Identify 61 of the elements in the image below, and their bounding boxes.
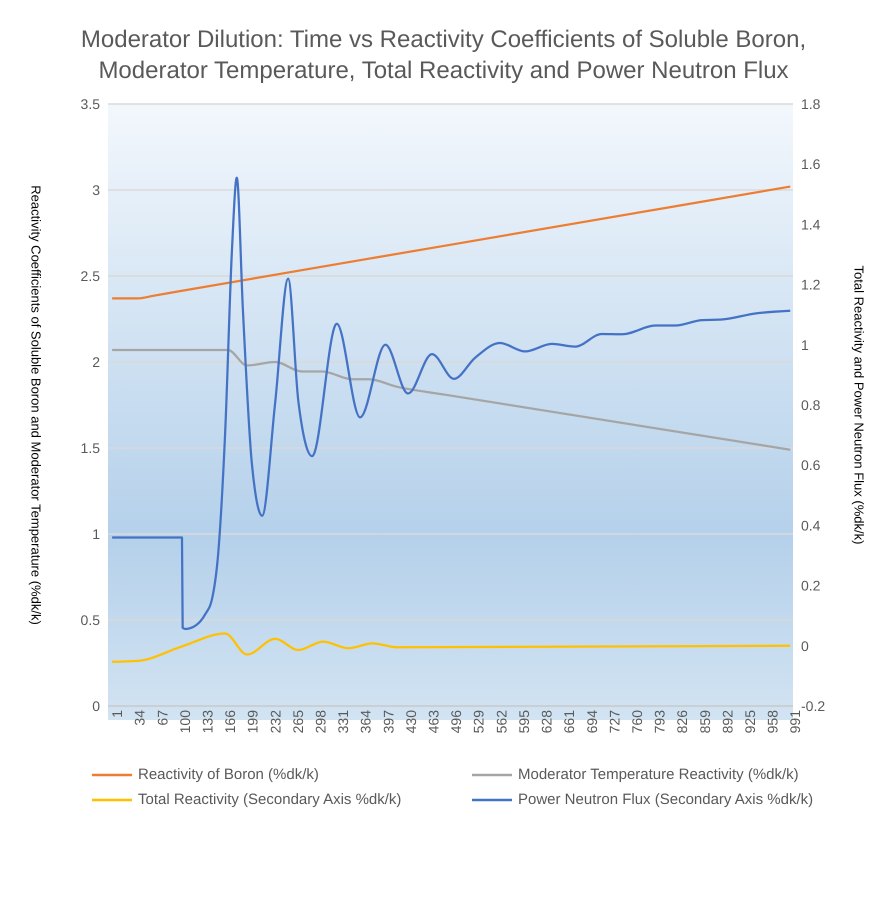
x-tick-label: 463 bbox=[426, 710, 442, 734]
y-tick-label: 0.5 bbox=[80, 612, 100, 628]
x-tick-label: 694 bbox=[584, 710, 600, 734]
x-tick-label: 199 bbox=[244, 710, 261, 734]
x-tick-label: 430 bbox=[402, 710, 419, 734]
y2-tick-label: 1.4 bbox=[801, 216, 821, 232]
y-axis-title: Reactivity Coefficients of Soluble Boron and Moderator Temperature (%dk/k) bbox=[28, 185, 44, 625]
y-tick-label: 2 bbox=[92, 354, 100, 370]
legend-label: Total Reactivity (Secondary Axis %dk/k) bbox=[138, 791, 402, 808]
x-tick-label: 727 bbox=[606, 710, 622, 734]
x-tick-label: 397 bbox=[380, 710, 396, 734]
x-tick-label: 265 bbox=[290, 710, 306, 734]
x-tick-label: 859 bbox=[696, 710, 713, 734]
y-tick-label: 0 bbox=[92, 698, 100, 714]
x-tick-label: 67 bbox=[154, 710, 170, 726]
x-tick-label: 925 bbox=[742, 710, 758, 734]
y2-tick-label: 1.8 bbox=[801, 96, 821, 112]
y2-tick-label: 1.2 bbox=[801, 276, 821, 293]
x-tick-label: 760 bbox=[628, 710, 645, 734]
x-tick-label: 793 bbox=[652, 710, 668, 734]
chart-title: Moderator Dilution: Time vs Reactivity Coefficients of Soluble Boron, Moderator Temperature, Total Reactivity and Power Neutron Flux bbox=[80, 25, 808, 86]
x-tick-label: 166 bbox=[222, 710, 238, 734]
x-tick-label: 133 bbox=[199, 710, 216, 734]
x-tick-label: 298 bbox=[312, 710, 328, 734]
y2-tick-label: -0.2 bbox=[801, 698, 826, 714]
x-tick-label: 826 bbox=[674, 710, 690, 734]
legend-label: Power Neutron Flux (Secondary Axis %dk/k) bbox=[518, 791, 814, 808]
line-series bbox=[110, 185, 792, 300]
y-tick-label: 1.5 bbox=[80, 440, 100, 456]
x-tick-label: 496 bbox=[448, 710, 464, 734]
x-tick-label: 1 bbox=[109, 710, 126, 718]
x-tick-label: 100 bbox=[176, 710, 193, 734]
legend-label: Moderator Temperature Reactivity (%dk/k) bbox=[518, 766, 799, 783]
line-series bbox=[110, 348, 792, 451]
x-tick-label: 661 bbox=[561, 710, 578, 734]
x-tick-label: 34 bbox=[132, 710, 148, 726]
line-series bbox=[110, 632, 792, 663]
y-tick-label: 2.5 bbox=[80, 268, 100, 284]
x-tick-label: 991 bbox=[787, 710, 804, 734]
x-tick-label: 628 bbox=[538, 710, 555, 734]
x-tick-label: 331 bbox=[335, 710, 352, 734]
y2-tick-label: 0.4 bbox=[801, 517, 821, 534]
x-tick-label: 958 bbox=[764, 710, 781, 734]
x-tick-label: 529 bbox=[470, 710, 487, 734]
x-tick-label: 364 bbox=[358, 710, 374, 734]
x-tick-label: 232 bbox=[267, 710, 284, 734]
x-tick-label: 562 bbox=[493, 710, 510, 734]
y2-tick-label: 0 bbox=[801, 638, 809, 654]
y-tick-label: 3 bbox=[92, 182, 100, 198]
y2-tick-label: 0.2 bbox=[801, 578, 821, 594]
y2-tick-label: 0.6 bbox=[801, 457, 821, 474]
y2-tick-label: 1 bbox=[801, 336, 809, 353]
x-tick-label: 595 bbox=[516, 710, 532, 734]
y2-axis-title: Total Reactivity and Power Neutron Flux (%dk/k) bbox=[851, 266, 866, 544]
x-tick-label: 892 bbox=[719, 710, 736, 734]
y2-tick-label: 0.8 bbox=[801, 396, 821, 413]
line-series bbox=[110, 176, 792, 630]
y-tick-label: 1 bbox=[92, 526, 100, 542]
legend-label: Reactivity of Boron (%dk/k) bbox=[138, 766, 319, 783]
y2-tick-label: 1.6 bbox=[801, 156, 821, 172]
y-tick-label: 3.5 bbox=[80, 96, 100, 112]
